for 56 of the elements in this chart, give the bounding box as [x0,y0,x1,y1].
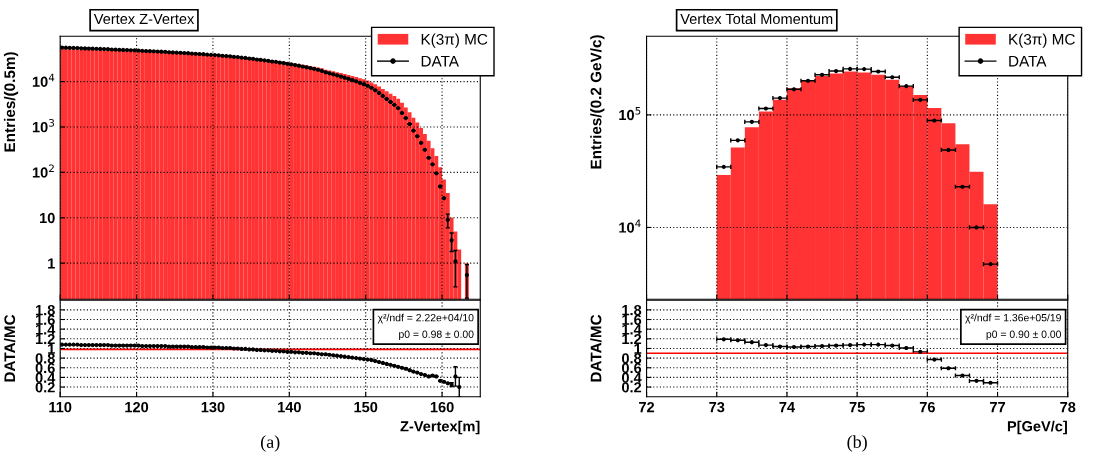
text: (b) [847,435,867,452]
x-axis-title: Z-Vertex[m] [400,420,480,435]
y-tick-label: 1 [48,258,55,269]
y-tick-label: 1.4 [622,324,642,335]
annotation: χ²/ndf = 1.36e+05/19 [965,313,1061,324]
x-tick-label: 150 [354,401,378,413]
y-axis-title: DATA/MC [3,314,16,382]
y-tick-label: 1 [634,343,642,354]
x-tick-label: 130 [201,401,225,413]
y-axis-title: DATA/MC [590,314,602,382]
x-tick-label: 74 [779,402,795,413]
y-tick-label: 10$^{4}$ [619,219,641,233]
annotation: p0 = 0.90 ± 0.00 [986,330,1062,340]
annotation: p0 = 0.98 ± 0.00 [399,330,474,340]
x-tick-label: 140 [278,401,301,413]
x-tick-label: 160 [430,401,454,413]
y-tick-label: 1.2 [35,333,55,345]
x-tick-label: 77 [990,402,1006,413]
y-tick-label: 10$^{4}$ [32,73,55,87]
y-tick-label: 10 [40,212,55,224]
y-tick-label: 0.6 [622,362,642,374]
x-tick-label: 72 [639,401,655,413]
y-tick-label: 1.2 [622,333,642,345]
x-tick-label: 75 [849,402,865,413]
y-tick-label: 1.8 [622,304,642,316]
legend-label: K(3π) MC [421,33,488,48]
chart-title: Vertex Total Momentum [680,13,833,25]
y-tick-label: 10$^{5}$ [619,107,641,121]
legend-label: DATA [1009,55,1047,67]
y-tick-label: 10$^{2}$ [32,164,54,178]
y-tick-label: 0.6 [35,362,55,374]
x-tick-label: 110 [49,401,72,413]
y-tick-label: 1.4 [35,324,56,335]
text: (a) [260,435,280,452]
y-tick-label: 1.8 [35,304,55,316]
y-axis-title: Entries/(0.5m) [3,52,19,152]
x-tick-label: 76 [919,401,935,413]
annotation: χ²/ndf = 2.22e+04/10 [377,313,474,324]
y-axis-title: Entries/(0.2 GeV/c) [590,35,605,169]
x-axis-title: P[GeV/c] [1007,420,1067,435]
x-tick-label: 78 [1060,401,1076,413]
y-tick-label: 0.8 [622,353,642,364]
y-tick-label: 1.6 [35,314,55,325]
y-tick-label: 1.6 [622,314,642,325]
y-tick-label: 0.4 [35,372,56,383]
y-tick-label: 0.2 [622,382,642,393]
y-tick-label: 0.2 [35,382,55,393]
y-tick-label: 10$^{3}$ [32,118,55,133]
x-tick-label: 73 [709,401,725,413]
legend-label: DATA [421,55,459,67]
y-tick-label: 1 [48,343,55,354]
y-tick-label: 0.8 [35,353,55,364]
x-tick-label: 120 [125,401,149,413]
legend-label: K(3π) MC [1009,33,1075,48]
y-tick-label: 0.4 [622,372,642,383]
chart-title: Vertex Z-Vertex [93,13,195,25]
